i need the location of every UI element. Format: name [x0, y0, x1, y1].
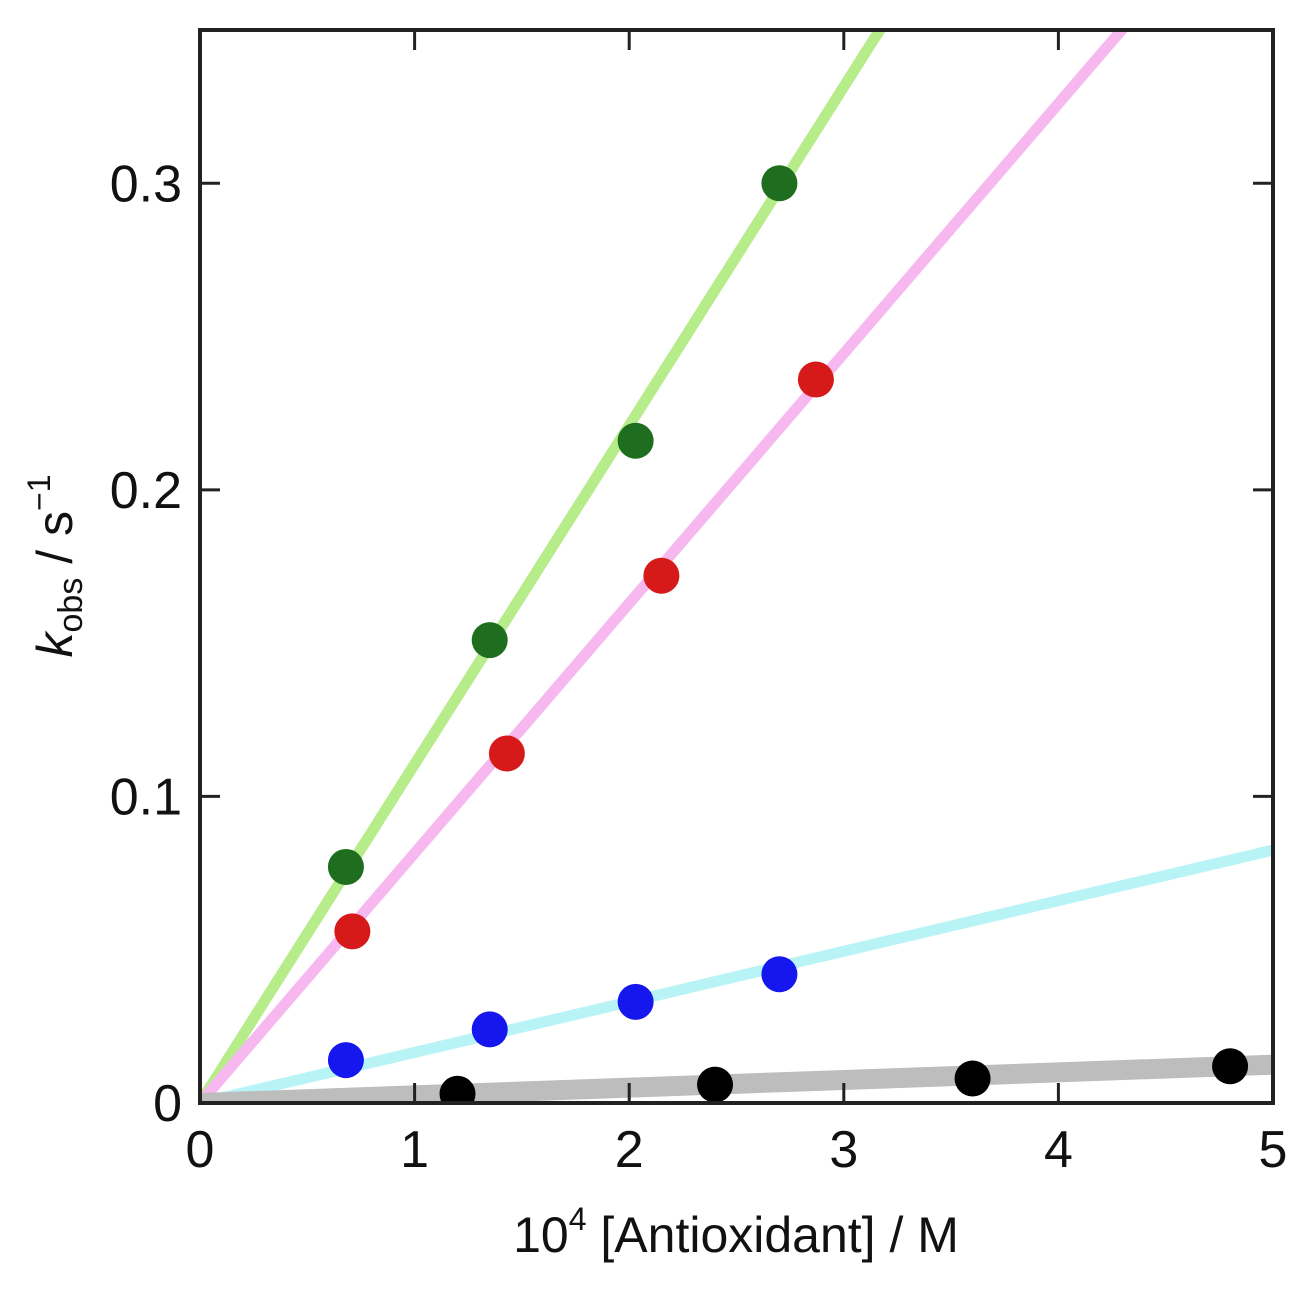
y-axis-title: kobs / s−1 — [21, 475, 90, 658]
y-tick-label: 0.2 — [110, 462, 182, 520]
x-tick-label: 2 — [615, 1121, 644, 1179]
y-axis-title-rest: / s — [27, 511, 83, 578]
data-point-s3-2 — [471, 1011, 508, 1048]
data-point-s4-2 — [697, 1066, 734, 1103]
data-point-s4-4 — [1212, 1048, 1249, 1085]
data-points — [327, 165, 1249, 1103]
tick-labels: 0 1 2 3 4 5 0 0.1 0.2 0.3 — [110, 155, 1288, 1179]
data-point-s3-3 — [617, 983, 654, 1020]
x-tick-label: 1 — [400, 1121, 429, 1179]
fit-line-2 — [200, 30, 1129, 1103]
data-point-s2-4 — [797, 361, 834, 398]
x-axis-title-base: 10 — [513, 1207, 569, 1263]
y-tick-label: 0.1 — [110, 768, 182, 826]
data-point-s2-2 — [488, 735, 525, 772]
data-point-s3-1 — [327, 1042, 364, 1079]
x-axis-title: 104 [Antioxidant] / M — [513, 1201, 959, 1263]
data-point-s3-4 — [761, 956, 798, 993]
data-point-s2-1 — [334, 913, 371, 950]
y-axis-title-sup: −1 — [21, 475, 57, 511]
x-tick-label: 0 — [186, 1121, 215, 1179]
fit-line-3 — [200, 844, 1273, 1103]
data-point-s1-3 — [617, 422, 654, 459]
y-tick-label: 0 — [153, 1075, 182, 1133]
data-point-s2-3 — [643, 557, 680, 594]
fit-line-4 — [200, 1054, 1273, 1103]
data-point-s1-4 — [761, 165, 798, 202]
fit-line-1 — [200, 30, 887, 1103]
x-axis-title-rest: [Antioxidant] / M — [587, 1207, 959, 1263]
y-axis-title-symbol: k — [27, 630, 83, 658]
plot-frame — [198, 28, 1275, 1105]
x-axis-title-sup: 4 — [569, 1201, 587, 1237]
y-axis-title-sub: obs — [52, 578, 90, 633]
data-point-s4-3 — [954, 1060, 991, 1097]
data-point-s1-1 — [327, 848, 364, 885]
data-point-s1-2 — [471, 622, 508, 659]
data-point-s4-1 — [439, 1075, 476, 1103]
fit-lines — [200, 30, 1273, 1103]
x-tick-label: 4 — [1044, 1121, 1073, 1179]
x-tick-label: 3 — [829, 1121, 858, 1179]
x-tick-label: 5 — [1259, 1121, 1288, 1179]
y-tick-label: 0.3 — [110, 155, 182, 213]
